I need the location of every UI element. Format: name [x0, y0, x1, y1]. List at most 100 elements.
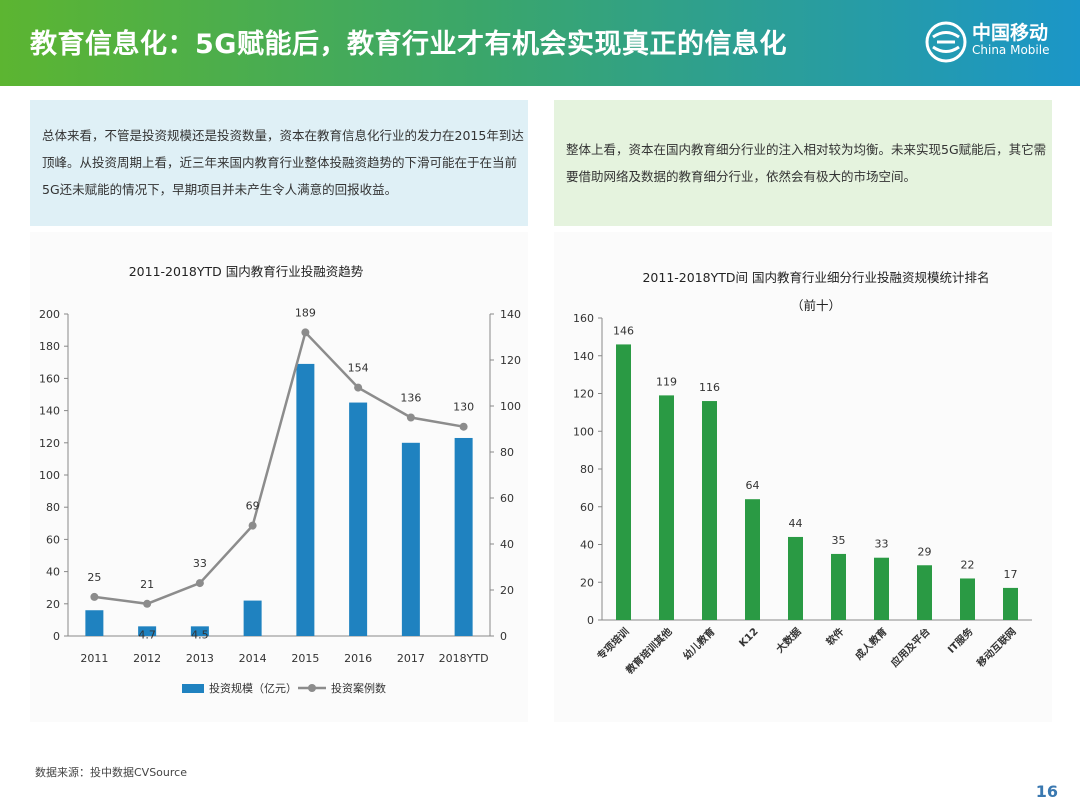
x-tick-label: K12 [738, 626, 761, 649]
line-point [90, 592, 99, 601]
bar [960, 578, 975, 620]
summary-left-line: 顶峰。从投资周期上看，近三年来国内教育行业整体投融资趋势的下滑可能在于在当前 [42, 155, 518, 170]
x-tick-label: 2018YTD [439, 652, 489, 665]
bar [616, 344, 631, 620]
line-data-label: 189 [295, 306, 316, 319]
x-tick-label: 移动互联网 [974, 625, 1019, 670]
bar-data-label: 64 [746, 479, 760, 492]
summary-right-text: 整体上看，资本在国内教育细分行业的注入相对较为均衡。未来实现5G赋能后，其它需 … [566, 136, 1046, 190]
bar [190, 626, 209, 636]
summary-right-line: 整体上看，资本在国内教育细分行业的注入相对较为均衡。未来实现5G赋能后，其它需 [566, 142, 1047, 157]
y-tick-label: 80 [46, 501, 60, 514]
y-tick-label: 60 [580, 501, 594, 514]
bar-data-label: 29 [918, 545, 932, 558]
bar [874, 557, 889, 620]
line-point [248, 521, 257, 530]
bar-data-label: 35 [832, 534, 846, 547]
y-tick-label: 0 [53, 630, 60, 643]
bar-data-label: 4.7 [138, 628, 156, 641]
bar [745, 499, 760, 620]
header-banner: 教育信息化：5G赋能后，教育行业才有机会实现真正的信息化 中国移动 China … [0, 0, 1080, 86]
legend-bar-label: 投资规模（亿元） [209, 681, 297, 695]
bar [659, 395, 674, 620]
bar-data-label: 116 [699, 381, 720, 394]
line-data-label: 154 [348, 362, 369, 375]
chart-panel-right: 2011-2018YTD间 国内教育行业细分行业投融资规模统计排名 （前十） 0… [554, 232, 1052, 722]
page-number: 16 [1035, 782, 1058, 801]
line-point [459, 422, 468, 431]
bar-data-label: 119 [656, 375, 677, 388]
line-data-label: 136 [400, 392, 421, 405]
bar [831, 553, 846, 620]
legend-line-marker [308, 684, 316, 692]
legend-line-label: 投资案例数 [331, 681, 386, 695]
bar [1003, 587, 1018, 620]
y2-tick-label: 120 [500, 354, 521, 367]
summary-left-line: 5G还未赋能的情况下，早期项目并未产生令人满意的回报收益。 [42, 182, 398, 197]
x-tick-label: 幼儿教育 [680, 625, 717, 662]
y-tick-label: 20 [46, 598, 60, 611]
bar-data-label: 33 [875, 538, 889, 551]
x-tick-label: 2011 [80, 652, 108, 665]
x-tick-label: 成人教育 [852, 625, 889, 662]
x-tick-label: 专项培训 [594, 625, 631, 662]
investment-trend-chart: 2011-2018YTD 国内教育行业投融资趋势 0 20 40 60 80 100 120… [39, 264, 521, 695]
chart-subtitle: （前十） [791, 298, 841, 313]
bar [917, 565, 932, 620]
bar [243, 600, 262, 636]
line-point [143, 599, 152, 608]
line-data-label: 130 [453, 401, 474, 414]
y-tick-label: 120 [39, 437, 60, 450]
x-tick-label: 软件 [823, 625, 846, 648]
y2-tick-label: 80 [500, 446, 514, 459]
y2-tick-label: 0 [500, 630, 507, 643]
bar [349, 402, 368, 636]
line-point [195, 579, 204, 588]
summary-left-text: 总体来看，不管是投资规模还是投资数量，资本在教育信息化行业的发力在2015年到达… [42, 122, 524, 203]
line-point [354, 383, 363, 392]
y-tick-label: 140 [573, 350, 594, 363]
x-tick-label: 2014 [239, 652, 267, 665]
chart-title: 2011-2018YTD 国内教育行业投融资趋势 [129, 264, 364, 279]
bar-data-label: 146 [613, 324, 634, 337]
bar [401, 442, 420, 636]
y-tick-label: 40 [46, 566, 60, 579]
y2-tick-label: 140 [500, 308, 521, 321]
line-series [94, 329, 464, 606]
bar-data-label: 22 [961, 558, 975, 571]
bar-data-label: 4.5 [191, 628, 209, 641]
logo-text-english: China Mobile [972, 43, 1050, 57]
y-tick-label: 60 [46, 533, 60, 546]
y-tick-label: 160 [39, 372, 60, 385]
line-data-label: 25 [87, 571, 101, 584]
legend-bar-swatch [182, 684, 204, 693]
summary-box-left: 总体来看，不管是投资规模还是投资数量，资本在教育信息化行业的发力在2015年到达… [30, 100, 528, 226]
y-tick-label: 160 [573, 312, 594, 325]
y-tick-label: 40 [580, 539, 594, 552]
chart-title: 2011-2018YTD间 国内教育行业细分行业投融资规模统计排名 [642, 270, 989, 285]
x-tick-label: IT服务 [945, 624, 976, 655]
y-tick-label: 0 [587, 614, 594, 627]
y2-tick-label: 60 [500, 492, 514, 505]
y2-tick-label: 40 [500, 538, 514, 551]
y2-tick-label: 20 [500, 584, 514, 597]
bar [138, 626, 157, 636]
line-point [406, 413, 415, 422]
y2-tick-label: 100 [500, 400, 521, 413]
line-data-label: 21 [140, 578, 154, 591]
chart-panel-left: 2011-2018YTD 国内教育行业投融资趋势 0 20 40 60 80 100 120… [30, 232, 528, 722]
y-tick-label: 100 [39, 469, 60, 482]
bar [454, 437, 473, 636]
y-tick-label: 180 [39, 340, 60, 353]
china-mobile-logo-icon [925, 21, 967, 63]
y-tick-label: 120 [573, 388, 594, 401]
x-tick-label: 2017 [397, 652, 425, 665]
bar-data-label: 17 [1004, 568, 1018, 581]
x-tick-label: 应用及平台 [888, 625, 933, 670]
summary-right-line: 要借助网络及数据的教育细分行业，依然会有极大的市场空间。 [566, 169, 917, 184]
bar [296, 363, 315, 636]
summary-left-line: 总体来看，不管是投资规模还是投资数量，资本在教育信息化行业的发力在2015年到达 [42, 128, 524, 143]
x-tick-label: 2015 [291, 652, 319, 665]
x-tick-label: 2012 [133, 652, 161, 665]
segment-ranking-chart: 2011-2018YTD间 国内教育行业细分行业投融资规模统计排名 （前十） 0… [573, 270, 1032, 677]
